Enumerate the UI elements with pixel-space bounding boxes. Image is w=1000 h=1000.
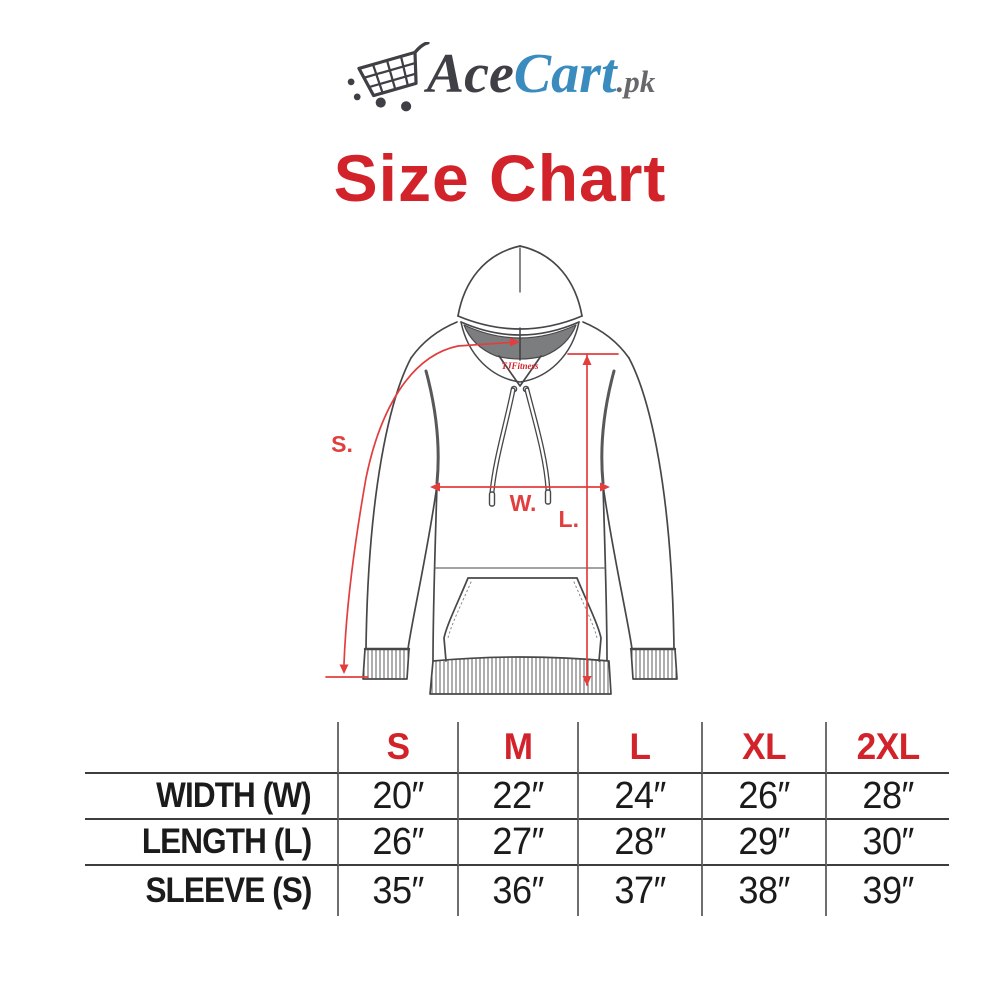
hood-band-inner (460, 321, 580, 336)
width-measure-label: W. (510, 490, 537, 516)
brand-name-prefix: Ace (426, 43, 514, 105)
neck-v (498, 355, 542, 387)
length-m-value: 27″ (459, 820, 579, 866)
left-aglet (488, 491, 496, 507)
right-drawstring-highlight (525, 388, 550, 492)
length-s-value: 26″ (339, 820, 459, 866)
width-2xl-value: 28″ (827, 774, 949, 820)
collar-curve (460, 321, 580, 383)
sleeve-s-value: 35″ (339, 866, 459, 916)
hood-outline-right (519, 245, 583, 317)
sleeve-arrow-right (510, 337, 520, 347)
length-arrow-up (582, 355, 592, 365)
width-l-value: 24″ (579, 774, 703, 820)
length-measure-label: L. (559, 506, 579, 532)
width-xl-value: 26″ (703, 774, 827, 820)
length-arrow-down (582, 676, 592, 686)
hood-brand-mark: TJFitness (501, 361, 539, 371)
length-l-value: 28″ (579, 820, 703, 866)
sleeve-2xl-value: 39″ (862, 869, 914, 912)
table-corner-cell (85, 722, 339, 774)
right-aglet (544, 489, 552, 505)
width-arrow-right (600, 482, 610, 492)
sleeve-measure-line (343, 341, 518, 665)
length-xl-value: 29″ (703, 820, 827, 866)
length-2xl-value: 30″ (827, 820, 949, 866)
col-header-s: S (339, 722, 459, 774)
row-label-length: LENGTH (L) (85, 820, 339, 866)
brand-name-suffix: Cart (513, 43, 617, 105)
cart-wheel (400, 101, 411, 112)
right-sleeve-inner (602, 484, 633, 650)
row-label-width: WIDTH (W) (85, 774, 339, 820)
motion-dot (353, 93, 361, 101)
right-shoulder (582, 321, 630, 359)
left-sleeve-outer (365, 357, 412, 650)
hem-band (429, 656, 612, 695)
sleeve-arrow-down (339, 664, 349, 674)
hoodie-diagram: TJFitness S. W. L. (325, 245, 678, 695)
sleeve-measure-label: S. (331, 431, 353, 457)
page-title: Size Chart (333, 141, 667, 215)
col-header-l: L (579, 722, 703, 774)
kangaroo-pocket (443, 577, 602, 662)
sleeve-l-value: 37″ (579, 866, 703, 916)
brand-logo: AceCart.pk (0, 40, 1000, 118)
sleeve-m-value: 36″ (459, 866, 579, 916)
col-header-m: M (459, 722, 579, 774)
right-sleeve-outer (628, 357, 675, 650)
cart-wheel (375, 97, 386, 108)
motion-dot (347, 78, 355, 86)
brand-wordmark: AceCart.pk (426, 43, 656, 106)
body-right-seam (602, 484, 608, 662)
right-armhole-seam (600, 369, 616, 485)
shopping-cart-icon (347, 42, 430, 112)
row-label-sleeve: SLEEVE (S) (85, 866, 339, 916)
left-drawstring-highlight (490, 388, 515, 494)
hood-outline-left (457, 245, 521, 317)
brand-domain: .pk (616, 64, 656, 99)
left-shoulder (410, 321, 458, 359)
col-header-2xl: 2XL (827, 722, 949, 774)
left-cuff (362, 648, 410, 680)
sleeve-xl-value: 38″ (703, 866, 827, 916)
width-m-value: 22″ (459, 774, 579, 820)
col-header-xl: XL (703, 722, 827, 774)
left-armhole-seam (424, 369, 440, 485)
size-table: S M L XL 2XL WIDTH (W) 20″ 22″ 24″ 26″ 2… (85, 722, 949, 916)
width-s-value: 20″ (339, 774, 459, 820)
width-arrow-left (430, 482, 440, 492)
pocket-stitching (447, 581, 598, 639)
left-sleeve-inner (407, 484, 438, 650)
body-left-seam (432, 484, 438, 662)
hood-band-outer (457, 315, 583, 330)
right-cuff (630, 648, 678, 680)
